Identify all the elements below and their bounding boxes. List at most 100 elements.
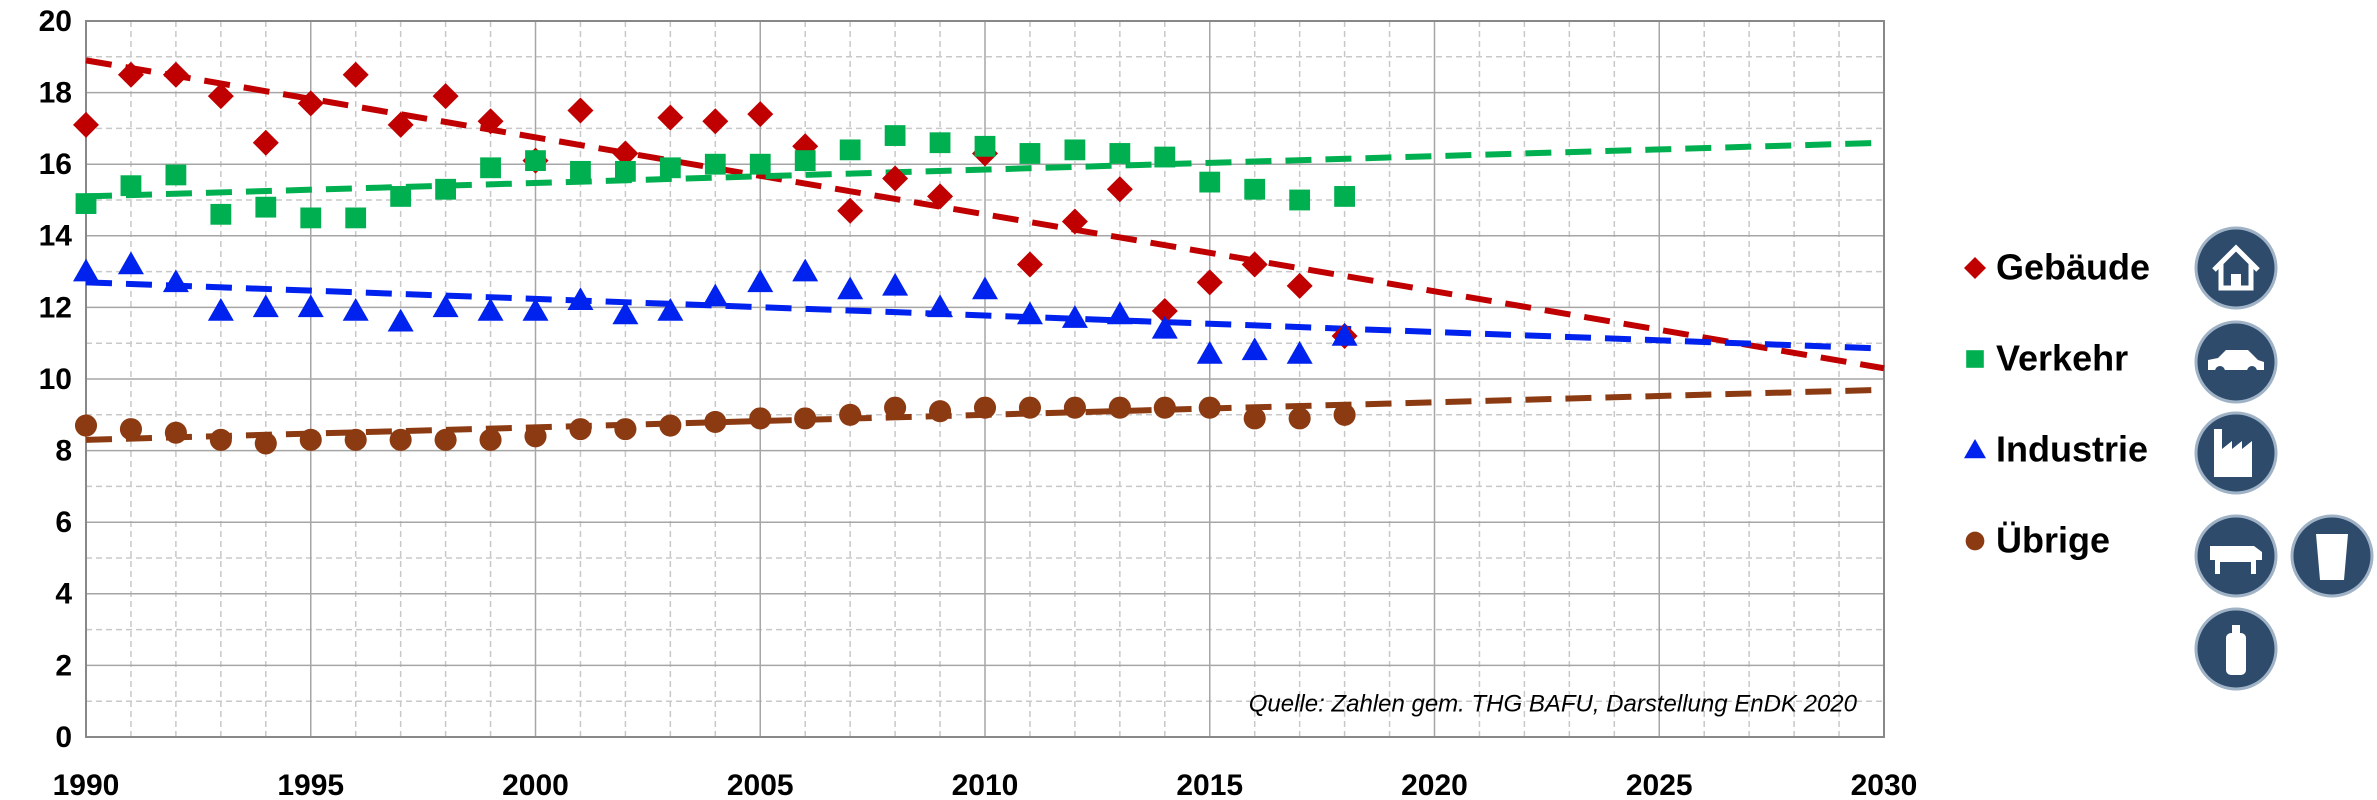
point [792, 258, 819, 282]
point [120, 175, 142, 197]
point [387, 308, 414, 332]
point [387, 111, 414, 138]
icon-bin [2290, 514, 2374, 598]
point [480, 157, 501, 179]
point [1151, 315, 1178, 339]
x-tick-label: 2000 [502, 769, 569, 800]
y-tick-label: 16 [39, 148, 72, 181]
point [972, 276, 998, 300]
point [345, 207, 367, 229]
point [704, 153, 726, 175]
point [477, 108, 504, 135]
point [973, 396, 997, 419]
point [524, 425, 547, 448]
legend-marker [1964, 257, 1986, 279]
point [1016, 251, 1043, 278]
point [344, 428, 367, 451]
y-tick-label: 0 [55, 721, 72, 754]
point [929, 132, 951, 154]
point [1151, 297, 1178, 324]
point [342, 61, 369, 88]
point [612, 140, 639, 167]
point [119, 418, 142, 441]
point [254, 432, 277, 455]
point [1063, 396, 1086, 419]
point [747, 269, 774, 293]
point [1196, 340, 1223, 364]
point [255, 196, 277, 218]
point [1106, 301, 1133, 325]
point [1198, 396, 1221, 419]
icon-spray [2194, 607, 2278, 691]
point [1061, 305, 1088, 328]
point [342, 297, 369, 321]
point [432, 83, 459, 110]
point [477, 297, 504, 321]
legend-label: Gebäude [1996, 247, 2150, 288]
point [209, 428, 232, 451]
point [1106, 176, 1133, 203]
point [612, 301, 639, 325]
x-tick-label: 1990 [53, 769, 120, 800]
point [207, 83, 234, 110]
point [162, 269, 189, 293]
trend-line [85, 279, 1885, 352]
trend-line [85, 139, 1885, 200]
y-tick-label: 14 [39, 220, 73, 253]
point [884, 396, 907, 419]
legend-marker [1964, 439, 1986, 459]
point [75, 193, 97, 214]
point [837, 197, 864, 224]
point [615, 160, 636, 182]
point [1199, 171, 1221, 193]
point [162, 61, 189, 88]
point [1154, 146, 1176, 168]
x-tick-label: 2025 [1626, 769, 1693, 800]
point [1333, 403, 1356, 426]
legend-label: Industrie [1996, 429, 2148, 470]
y-tick-label: 6 [55, 506, 72, 539]
point [297, 294, 324, 318]
point [657, 104, 684, 131]
point [252, 129, 279, 156]
point [837, 276, 864, 300]
icon-house [2194, 226, 2278, 310]
point [525, 150, 546, 172]
point [974, 135, 996, 157]
point [522, 297, 549, 321]
point [1016, 301, 1043, 325]
y-tick-label: 18 [39, 77, 72, 110]
x-tick-label: 2030 [1851, 769, 1918, 800]
point [794, 150, 816, 172]
point [1241, 337, 1268, 361]
point [1241, 251, 1268, 278]
annotation: Quelle: Zahlen gem. THG BAFU, Darstellun… [1249, 690, 1858, 717]
x-tick-label: 2005 [727, 769, 794, 800]
point [570, 160, 591, 182]
x-tick-label: 2010 [952, 769, 1019, 800]
point [1334, 186, 1355, 207]
point [1286, 340, 1313, 364]
point [1018, 396, 1041, 419]
legend-marker [1966, 350, 1984, 368]
x-tick-label: 1995 [277, 769, 344, 800]
point [569, 418, 592, 441]
point [927, 294, 954, 318]
point [1019, 143, 1041, 164]
x-tick-label: 2020 [1401, 769, 1468, 800]
point [794, 407, 817, 430]
point [567, 97, 594, 124]
point [117, 61, 144, 88]
point [882, 165, 909, 192]
plot-frame [85, 20, 1885, 738]
point [1064, 139, 1086, 161]
y-tick-label: 12 [39, 291, 72, 324]
point [1153, 396, 1176, 419]
y-tick-label: 4 [55, 578, 72, 611]
point [299, 428, 322, 451]
point [300, 207, 322, 229]
point [659, 414, 682, 437]
point [614, 418, 637, 441]
point [747, 101, 774, 128]
